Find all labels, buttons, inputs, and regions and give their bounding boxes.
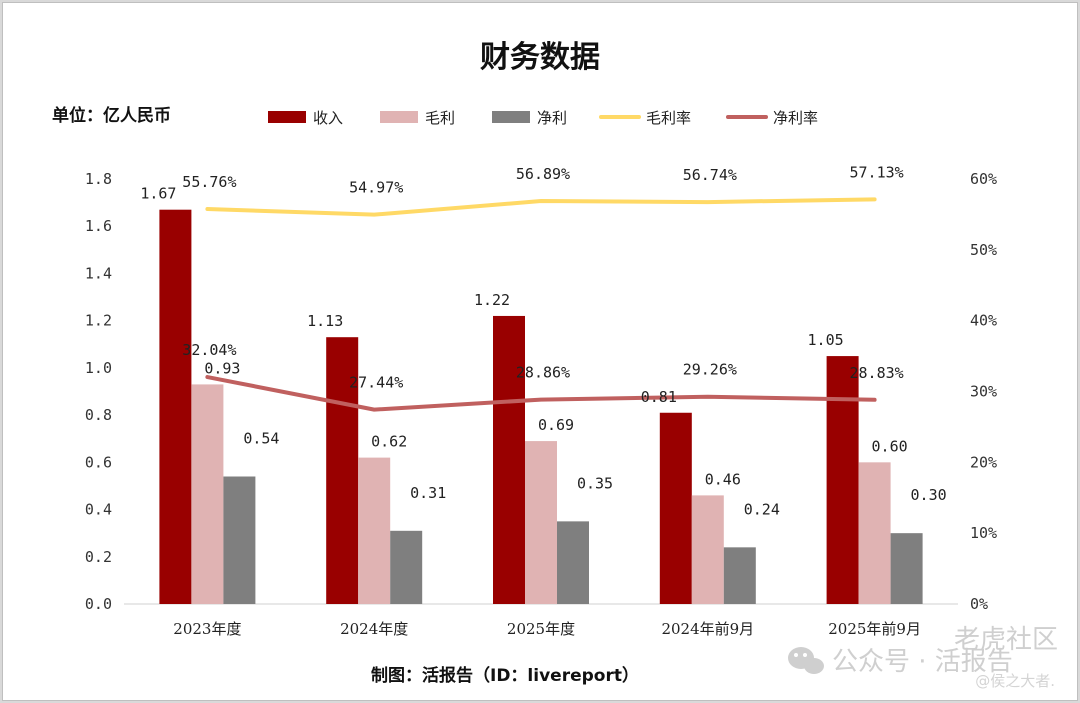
gross-margin-label: 56.74%	[683, 166, 737, 184]
axes: 0.0 0.2 0.4 0.6 0.8 1.0 1.2 1.4 1.6 1.8 0% 10% 20% 30…	[85, 170, 997, 638]
data-labels: 1.67 0.93 0.54 1.13 0.62 0.31 1.22 0.69 0.35 0.81…	[140, 163, 946, 518]
gross-margin-label: 56.89%	[516, 165, 570, 183]
legend-swatch	[492, 111, 530, 123]
y-left-tick: 0.2	[85, 548, 112, 566]
watermark-line2: 公众号 · 活报告	[832, 647, 1013, 677]
lines	[205, 197, 877, 412]
net-margin-label: 28.86%	[516, 364, 570, 382]
net-profit-label: 0.24	[744, 500, 780, 518]
gross-profit-bar	[191, 384, 224, 604]
gross-margin-label: 57.13%	[850, 163, 904, 181]
x-category-label: 2023年度	[173, 620, 241, 638]
net-profit-label: 0.35	[577, 474, 613, 492]
revenue-bar	[326, 337, 359, 604]
revenue-bar	[493, 315, 525, 604]
x-category-label: 2025年前9月	[828, 620, 921, 638]
net-profit-bar	[223, 476, 256, 604]
gross-profit-label: 0.69	[538, 416, 574, 434]
y-left-tick: 0.6	[85, 453, 112, 471]
gross-profit-label: 0.93	[204, 359, 240, 377]
gross-profit-bar	[525, 441, 557, 604]
net-margin-label: 27.44%	[349, 374, 403, 392]
net-profit-bar	[890, 533, 923, 604]
net-margin-line	[205, 375, 877, 412]
legend-swatch	[268, 111, 306, 123]
y-left-tick: 1.4	[85, 264, 112, 282]
legend-label: 收入	[313, 109, 343, 127]
footer-credit: 制图：活报告（ID：livereport）	[371, 665, 639, 686]
gross-profit-label: 0.60	[872, 437, 908, 455]
revenue-bar	[826, 356, 859, 604]
revenue-bar	[159, 209, 192, 604]
legend-label: 净利	[537, 109, 567, 127]
unit-label: 单位：亿人民币	[52, 105, 171, 126]
gross-profit-label: 0.62	[371, 433, 407, 451]
net-margin-label: 29.26%	[683, 361, 737, 379]
net-margin-label: 28.83%	[850, 364, 904, 382]
x-category-label: 2024年前9月	[661, 620, 754, 638]
gross-profit-bar	[358, 457, 391, 604]
y-right-tick: 20%	[970, 453, 997, 471]
revenue-label: 0.81	[641, 388, 677, 406]
net-profit-bar	[390, 530, 423, 604]
legend-label: 毛利	[425, 109, 455, 127]
net-profit-label: 0.30	[911, 486, 947, 504]
gross-profit-bar	[858, 462, 891, 604]
net-margin-label: 32.04%	[182, 341, 236, 359]
gross-margin-label: 55.76%	[182, 173, 236, 191]
revenue-label: 1.22	[474, 291, 510, 309]
watermark: 老虎社区 公众号 · 活报告 @侯之大者.	[788, 625, 1058, 690]
y-left-tick: 1.6	[85, 217, 112, 235]
revenue-label: 1.67	[140, 185, 176, 203]
y-left-tick: 1.0	[85, 359, 112, 377]
gross-margin-label: 54.97%	[349, 179, 403, 197]
bars	[159, 209, 923, 604]
gross-profit-bar	[691, 495, 724, 604]
legend-swatch	[380, 111, 418, 123]
net-profit-bar	[557, 521, 589, 604]
net-profit-label: 0.54	[243, 430, 279, 448]
y-left-tick: 0.4	[85, 501, 112, 519]
y-left-tick: 1.2	[85, 312, 112, 330]
net-profit-bar	[723, 547, 756, 604]
y-left-tick: 0.8	[85, 406, 112, 424]
y-right-tick: 10%	[970, 524, 997, 542]
y-right-tick: 30%	[970, 383, 997, 401]
gross-margin-line	[205, 197, 877, 217]
y-right-tick: 50%	[970, 241, 997, 259]
y-left-tick: 1.8	[85, 170, 112, 188]
revenue-bar	[659, 412, 692, 604]
x-category-label: 2024年度	[340, 620, 408, 638]
y-left-tick: 0.0	[85, 595, 112, 613]
y-right-tick: 60%	[970, 170, 997, 188]
legend-label: 净利率	[773, 109, 818, 127]
legend-label: 毛利率	[646, 109, 691, 127]
revenue-label: 1.13	[307, 312, 343, 330]
watermark-line1: 老虎社区	[954, 625, 1058, 655]
y-right-tick: 0%	[970, 595, 988, 613]
wechat-icon	[788, 647, 824, 674]
gross-profit-label: 0.46	[705, 470, 741, 488]
x-category-label: 2025年度	[507, 620, 575, 638]
y-right-tick: 40%	[970, 312, 997, 330]
chart-title: 财务数据	[480, 40, 600, 75]
revenue-label: 1.05	[808, 331, 844, 349]
net-profit-label: 0.31	[410, 484, 446, 502]
watermark-line3: @侯之大者.	[975, 672, 1055, 690]
legend: 收入 毛利 净利 毛利率 净利率	[268, 109, 818, 127]
